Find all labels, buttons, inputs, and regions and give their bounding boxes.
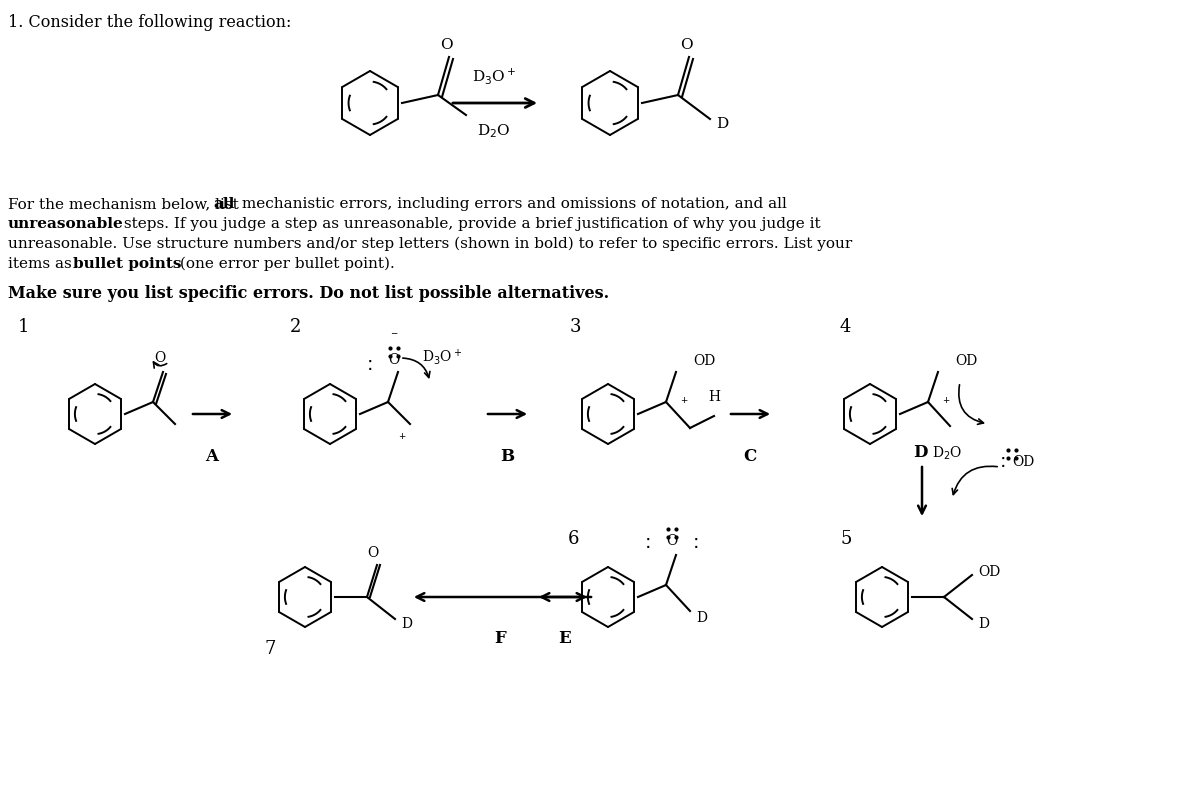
Text: O: O [666,533,678,548]
Text: O: O [679,38,692,52]
Text: O: O [367,545,379,560]
Text: unreasonable. Use structure numbers and/or step letters (shown in bold) to refer: unreasonable. Use structure numbers and/… [8,237,852,251]
Text: B: B [500,447,514,464]
Text: mechanistic errors, including errors and omissions of notation, and all: mechanistic errors, including errors and… [238,197,787,210]
Text: OD: OD [1012,454,1034,468]
Text: (one error per bullet point).: (one error per bullet point). [175,257,395,271]
Text: 2: 2 [290,318,301,336]
Text: D$_3$O$^+$: D$_3$O$^+$ [472,66,516,86]
Text: :: : [644,532,652,551]
Text: F: F [494,630,506,646]
Text: $^{+}$: $^{+}$ [942,397,950,410]
Text: O: O [439,38,452,52]
Text: O: O [155,351,166,365]
Text: D: D [696,610,707,624]
Text: 6: 6 [568,529,580,548]
Text: E: E [559,630,571,646]
Text: $^{+}$: $^{+}$ [679,397,689,410]
Text: Make sure you list specific errors. Do not list possible alternatives.: Make sure you list specific errors. Do n… [8,284,610,302]
Text: C: C [743,447,757,464]
Text: items as: items as [8,257,77,271]
Text: all: all [214,197,234,210]
Text: A: A [205,447,218,464]
Text: steps. If you judge a step as unreasonable, provide a brief justification of why: steps. If you judge a step as unreasonab… [119,217,821,230]
Text: 4: 4 [840,318,851,336]
Text: :: : [367,355,373,374]
Text: 1. Consider the following reaction:: 1. Consider the following reaction: [8,14,292,31]
Text: 3: 3 [570,318,582,336]
Text: O: O [389,353,400,366]
Text: D$_2$O: D$_2$O [932,444,962,461]
Text: unreasonable: unreasonable [8,217,124,230]
Text: $^{+}$: $^{+}$ [397,433,407,446]
Text: D: D [978,616,989,630]
Text: $^{-}$: $^{-}$ [390,329,398,343]
Text: D$_2$O: D$_2$O [478,122,511,140]
Text: D: D [401,616,412,630]
Text: D$_3$O$^+$: D$_3$O$^+$ [422,347,462,366]
Text: 5: 5 [840,529,851,548]
Text: bullet points: bullet points [73,257,181,271]
Text: OD: OD [694,353,715,368]
Text: D: D [716,117,728,131]
Text: 1: 1 [18,318,30,336]
Text: 7: 7 [265,639,276,657]
Text: For the mechanism below, list: For the mechanism below, list [8,197,244,210]
Text: :: : [692,532,700,551]
Text: OD: OD [955,353,977,368]
Text: OD: OD [978,565,1001,578]
Text: :: : [1000,452,1007,471]
Text: H: H [708,389,720,403]
Text: D: D [913,444,928,461]
